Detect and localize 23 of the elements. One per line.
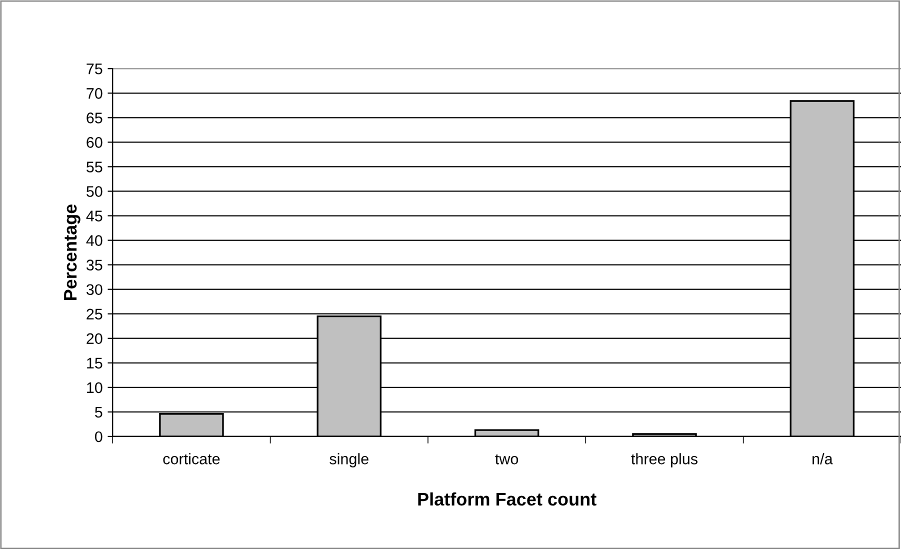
y-tick-label: 20 bbox=[86, 333, 102, 344]
x-tick-label: three plus bbox=[631, 453, 698, 468]
y-tick-label: 70 bbox=[86, 88, 102, 99]
y-tick-label: 40 bbox=[86, 235, 102, 246]
x-axis-title: Platform Facet count bbox=[418, 492, 596, 506]
y-tick-label: 10 bbox=[87, 382, 102, 394]
y-tick-label: 60 bbox=[86, 137, 102, 148]
y-axis-title: Percentage bbox=[64, 204, 80, 300]
y-tick-label: 45 bbox=[86, 210, 102, 222]
y-tick-label: 5 bbox=[95, 406, 102, 418]
y-tick-label: 15 bbox=[87, 358, 102, 369]
y-tick-label: 25 bbox=[86, 308, 102, 320]
x-tick-label: single bbox=[330, 453, 368, 468]
y-tick-label: 65 bbox=[86, 112, 102, 124]
x-tick-label: two bbox=[495, 454, 518, 464]
y-tick-label: 35 bbox=[86, 260, 102, 270]
y-tick-label: 30 bbox=[86, 284, 102, 296]
y-tick-label: 55 bbox=[86, 162, 102, 172]
x-tick-label: n/a bbox=[812, 453, 833, 464]
x-tick-label: corticate bbox=[163, 453, 220, 464]
y-tick-label: 50 bbox=[86, 186, 102, 197]
y-tick-label: 0 bbox=[95, 431, 102, 442]
y-tick-label: 75 bbox=[86, 64, 102, 74]
